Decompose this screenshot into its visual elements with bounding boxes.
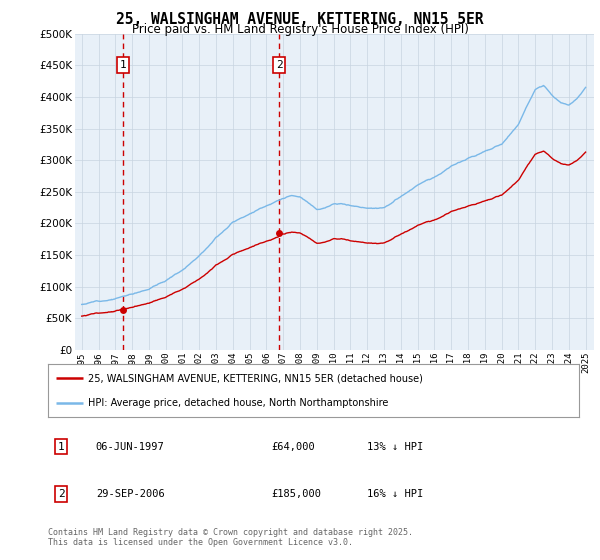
Text: 16% ↓ HPI: 16% ↓ HPI [367,489,423,499]
Text: HPI: Average price, detached house, North Northamptonshire: HPI: Average price, detached house, Nort… [88,398,388,408]
Text: 2: 2 [58,489,65,499]
Text: 06-JUN-1997: 06-JUN-1997 [96,442,164,451]
Text: Contains HM Land Registry data © Crown copyright and database right 2025.
This d: Contains HM Land Registry data © Crown c… [48,528,413,547]
Text: £64,000: £64,000 [271,442,315,451]
Text: 1: 1 [119,60,126,70]
Text: 13% ↓ HPI: 13% ↓ HPI [367,442,423,451]
Text: £185,000: £185,000 [271,489,321,499]
Text: 2: 2 [275,60,283,70]
Text: 1: 1 [58,442,65,451]
Text: Price paid vs. HM Land Registry's House Price Index (HPI): Price paid vs. HM Land Registry's House … [131,22,469,36]
Text: 25, WALSINGHAM AVENUE, KETTERING, NN15 5ER (detached house): 25, WALSINGHAM AVENUE, KETTERING, NN15 5… [88,374,422,384]
Text: 29-SEP-2006: 29-SEP-2006 [96,489,164,499]
Text: 25, WALSINGHAM AVENUE, KETTERING, NN15 5ER: 25, WALSINGHAM AVENUE, KETTERING, NN15 5… [116,12,484,26]
